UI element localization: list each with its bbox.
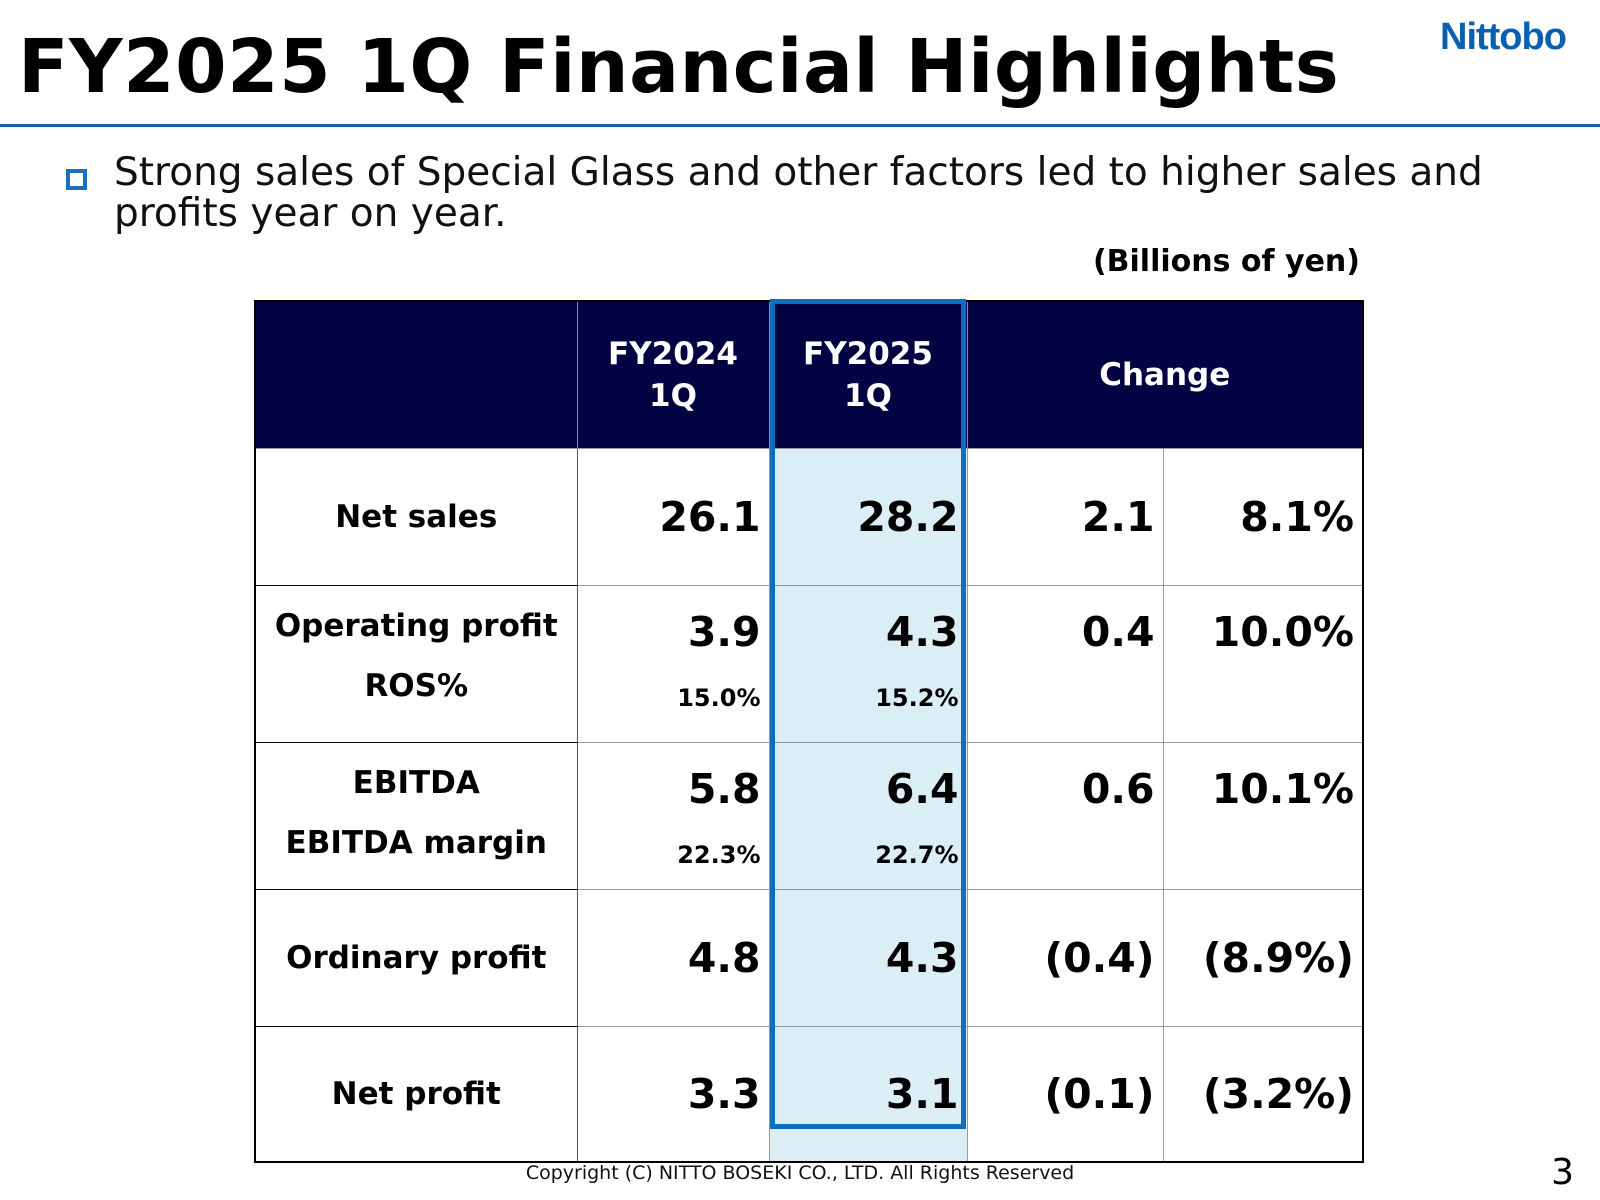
cell-fy2025: 4.3 15.2% — [768, 585, 968, 743]
table-row: Net profit 3.3 3.1 (0.1) (3.2%) — [254, 1026, 1364, 1163]
cell-sub-value: 22.7% — [875, 841, 959, 869]
cell-sub-value: 15.2% — [875, 684, 959, 712]
page-title: FY2025 1Q Financial Highlights — [18, 24, 1340, 110]
cell-change-pct: 10.1% — [1162, 742, 1364, 890]
row-label-ebitda: EBITDA EBITDA margin — [254, 742, 578, 890]
cell-fy2025: 4.3 — [768, 889, 968, 1027]
cell-change: (0.1) — [966, 1026, 1164, 1163]
cell-fy2025: 3.1 — [768, 1026, 968, 1163]
cell-change-pct: (3.2%) — [1162, 1026, 1364, 1163]
cell-sub-value: 22.3% — [677, 841, 761, 869]
cell-value: 10.0% — [1211, 608, 1354, 656]
copyright-footer: Copyright (C) NITTO BOSEKI CO., LTD. All… — [525, 1162, 1075, 1184]
cell-change-pct: 10.0% — [1162, 585, 1364, 743]
table-row: Operating profit ROS% 3.9 15.0% 4.3 15.2… — [254, 585, 1364, 743]
row-label-ordinary-profit: Ordinary profit — [254, 889, 578, 1027]
cell-change: (0.4) — [966, 889, 1164, 1027]
cell-fy2024: 3.3 — [576, 1026, 770, 1163]
cell-change: 2.1 — [966, 448, 1164, 586]
table-row: Net sales 26.1 28.2 2.1 8.1% — [254, 448, 1364, 586]
cell-change-pct: 8.1% — [1162, 448, 1364, 586]
financial-highlights-table: FY2024 1Q FY2025 1Q Change Net sales 26.… — [254, 300, 1364, 1163]
row-label-operating-profit: Operating profit ROS% — [254, 585, 578, 743]
bullet-square-icon — [66, 169, 87, 190]
cell-fy2024: 3.9 15.0% — [576, 585, 770, 743]
cell-fy2024: 5.8 22.3% — [576, 742, 770, 890]
cell-change: 0.4 — [966, 585, 1164, 743]
row-sub-label: EBITDA margin — [285, 825, 547, 861]
title-divider — [0, 124, 1600, 127]
row-label-net-sales: Net sales — [254, 448, 578, 586]
row-sub-label: ROS% — [364, 668, 469, 704]
header-fy2025-1q: FY2025 1Q — [768, 301, 967, 449]
cell-fy2024: 4.8 — [576, 889, 770, 1027]
cell-value: 3.9 — [687, 608, 761, 656]
table-row: Ordinary profit 4.8 4.3 (0.4) (8.9%) — [254, 889, 1364, 1027]
cell-fy2025: 6.4 22.7% — [768, 742, 968, 890]
cell-value: 0.4 — [1081, 608, 1155, 656]
table-header-row: FY2024 1Q FY2025 1Q Change — [255, 301, 1363, 449]
units-label: (Billions of yen) — [1092, 244, 1360, 279]
cell-change: 0.6 — [966, 742, 1164, 890]
cell-fy2025: 28.2 — [768, 448, 968, 586]
header-fy2025-1q-text: FY2025 1Q — [803, 336, 933, 414]
cell-value: 10.1% — [1211, 765, 1354, 813]
summary-bullet: Strong sales of Special Glass and other … — [114, 150, 1483, 236]
header-change: Change — [966, 301, 1363, 449]
cell-change-pct: (8.9%) — [1162, 889, 1364, 1027]
header-blank — [255, 301, 577, 449]
table-row: EBITDA EBITDA margin 5.8 22.3% 6.4 22.7%… — [254, 742, 1364, 890]
cell-value: 0.6 — [1081, 765, 1155, 813]
cell-value: 5.8 — [687, 765, 761, 813]
cell-value: 4.3 — [885, 608, 959, 656]
row-label: Operating profit — [274, 608, 558, 644]
page-number: 3 — [1551, 1152, 1574, 1193]
row-label-net-profit: Net profit — [254, 1026, 578, 1163]
row-label: EBITDA — [352, 765, 480, 801]
company-logo: Nittobo — [1440, 16, 1567, 58]
header-fy2024-1q-text: FY2024 1Q — [608, 336, 738, 414]
cell-sub-value: 15.0% — [677, 684, 761, 712]
cell-value: 6.4 — [885, 765, 959, 813]
header-fy2024-1q: FY2024 1Q — [576, 301, 769, 449]
cell-fy2024: 26.1 — [576, 448, 770, 586]
